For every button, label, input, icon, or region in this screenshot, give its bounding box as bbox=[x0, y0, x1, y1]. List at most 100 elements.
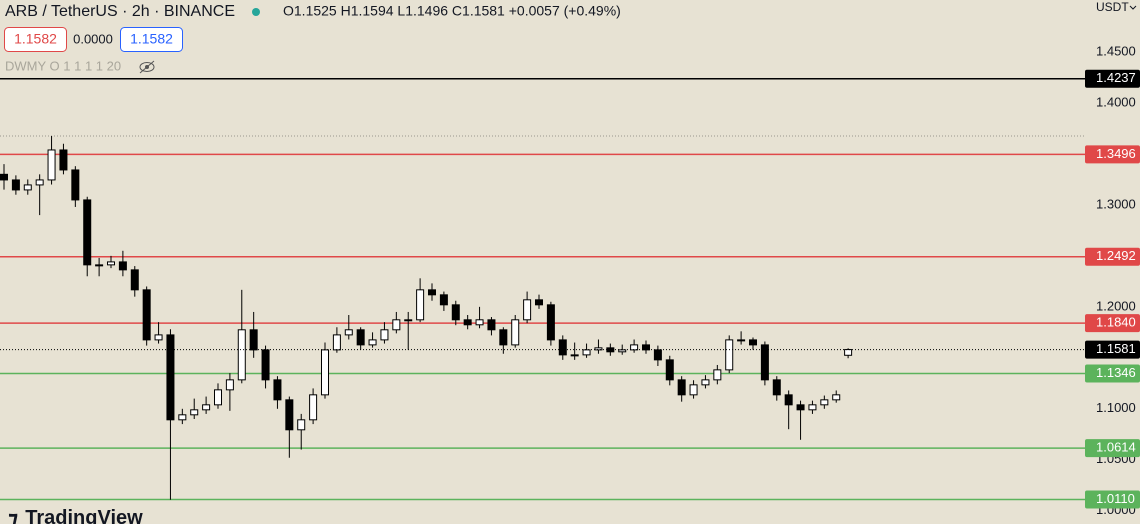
candle-body bbox=[463, 319, 472, 326]
candle-body bbox=[487, 319, 496, 331]
candle-body bbox=[392, 319, 401, 331]
candle-body bbox=[0, 173, 8, 181]
buy-price: 1.1582 bbox=[130, 31, 173, 47]
plot-area bbox=[0, 78, 1085, 501]
ohlc-readout: O1.1525 H1.1594 L1.1496 C1.1581 +0.0057 … bbox=[283, 3, 621, 19]
candle-body bbox=[261, 349, 270, 381]
level-label: 1.0614 bbox=[1096, 440, 1136, 455]
y-tick-label: 1.2000 bbox=[1096, 298, 1136, 313]
candle-body bbox=[285, 399, 294, 431]
level-label-box bbox=[1085, 490, 1140, 509]
candle-body bbox=[535, 299, 543, 306]
candle-body bbox=[356, 329, 365, 346]
candle-body bbox=[107, 261, 115, 266]
status-dot bbox=[252, 8, 260, 16]
candle-body bbox=[83, 199, 92, 266]
level-label-box bbox=[1085, 247, 1140, 266]
candle-body bbox=[475, 319, 484, 326]
candle-body bbox=[59, 149, 68, 171]
candle-body bbox=[404, 319, 413, 322]
candle-body bbox=[321, 349, 329, 396]
y-tick-label: 1.3000 bbox=[1096, 196, 1136, 211]
level-label-box bbox=[1085, 69, 1140, 88]
y-tick-label: 1.4500 bbox=[1096, 43, 1136, 58]
candle-body bbox=[142, 289, 151, 341]
candle-body bbox=[511, 319, 520, 346]
candle-body bbox=[832, 394, 841, 401]
level-label: 1.3496 bbox=[1096, 146, 1136, 161]
candle-body bbox=[439, 294, 448, 306]
candle-body bbox=[154, 334, 163, 341]
level-label: 1.0110 bbox=[1096, 491, 1135, 506]
candle-body bbox=[546, 304, 555, 341]
candle-body bbox=[582, 349, 591, 356]
sell-price: 1.1582 bbox=[14, 31, 57, 47]
level-label: 1.1840 bbox=[1096, 315, 1136, 330]
candle-body bbox=[796, 404, 805, 411]
candle-body bbox=[749, 339, 757, 346]
candle-body bbox=[309, 394, 318, 421]
candle-body bbox=[820, 399, 829, 406]
candle-body bbox=[844, 349, 853, 356]
symbol-title: ARB / TetherUS · 2h · BINANCE bbox=[5, 3, 235, 20]
candle-body bbox=[451, 304, 460, 321]
level-label-box bbox=[1085, 364, 1140, 383]
candle-body bbox=[71, 169, 80, 201]
candle-body bbox=[428, 289, 436, 296]
candle-body bbox=[344, 329, 353, 336]
buy-button[interactable] bbox=[120, 27, 183, 52]
candle-body bbox=[618, 349, 627, 353]
candle-body bbox=[772, 379, 781, 396]
candle-body bbox=[594, 347, 603, 351]
candle-body bbox=[95, 264, 104, 267]
candle-body bbox=[701, 379, 710, 386]
hide-icon[interactable] bbox=[139, 60, 155, 74]
candle-body bbox=[166, 334, 175, 421]
candle-body bbox=[380, 329, 389, 341]
candle-body bbox=[558, 339, 567, 356]
y-tick-label: 1.1000 bbox=[1096, 400, 1136, 415]
candle-body bbox=[332, 334, 341, 351]
level-label: 1.1346 bbox=[1096, 365, 1136, 380]
candle-body bbox=[784, 394, 793, 406]
level-label-box bbox=[1085, 145, 1140, 164]
candle-body bbox=[23, 184, 32, 191]
candle-body bbox=[416, 289, 425, 321]
level-label: 1.2492 bbox=[1096, 248, 1136, 263]
level-label-box bbox=[1085, 314, 1140, 333]
candle-body bbox=[677, 379, 686, 396]
candle-body bbox=[47, 149, 56, 181]
brand-logo: ⁊ TradingView bbox=[8, 506, 143, 524]
candle-body bbox=[249, 329, 258, 351]
y-tick-label: 1.4000 bbox=[1096, 94, 1136, 109]
level-label: 1.1581 bbox=[1096, 341, 1136, 356]
candle-body bbox=[202, 404, 211, 411]
candle-body bbox=[297, 419, 306, 431]
interval-bar[interactable]: DWMY O 1 1 1 1 20 bbox=[5, 58, 121, 73]
candle-body bbox=[689, 384, 698, 396]
candle-body bbox=[725, 339, 734, 371]
level-label: 1.4237 bbox=[1096, 70, 1136, 85]
candle-body bbox=[665, 359, 674, 381]
candle-body bbox=[11, 179, 20, 191]
candle-body bbox=[214, 389, 222, 406]
currency-label[interactable]: USDT bbox=[1096, 0, 1129, 14]
candle-body bbox=[713, 369, 722, 381]
candle-body bbox=[118, 261, 127, 271]
candle-body bbox=[273, 379, 282, 401]
candle-body bbox=[130, 269, 139, 291]
spread: 0.0000 bbox=[73, 31, 113, 46]
currency-caret bbox=[1129, 5, 1137, 10]
candle-body bbox=[237, 329, 246, 381]
sell-button[interactable] bbox=[4, 27, 67, 52]
candle-body bbox=[760, 344, 769, 381]
candle-body bbox=[499, 329, 508, 346]
candle-body bbox=[808, 404, 817, 411]
candle-body bbox=[225, 379, 234, 391]
candle-body bbox=[368, 339, 377, 346]
candle-body bbox=[737, 339, 746, 342]
level-label-box bbox=[1085, 439, 1140, 458]
